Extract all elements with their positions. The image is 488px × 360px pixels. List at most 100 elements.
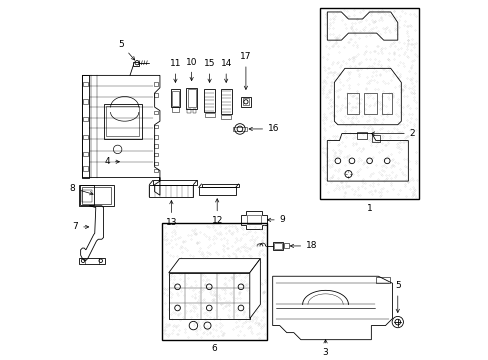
Point xyxy=(372,43,380,49)
Bar xyxy=(83,117,88,121)
Point xyxy=(329,187,337,193)
Point xyxy=(353,67,361,73)
Point xyxy=(325,87,332,93)
Bar xyxy=(153,153,158,157)
Bar xyxy=(247,215,261,224)
Point xyxy=(318,54,326,60)
Point xyxy=(201,265,208,270)
Point xyxy=(217,262,225,267)
Point xyxy=(197,285,205,291)
Point xyxy=(368,26,376,31)
Point xyxy=(374,169,382,175)
Point xyxy=(325,175,333,181)
Point xyxy=(160,328,168,333)
Point xyxy=(347,104,355,110)
Point xyxy=(328,15,336,21)
Point xyxy=(319,134,327,140)
Point xyxy=(227,268,235,274)
Point xyxy=(338,103,346,108)
Point xyxy=(396,89,404,95)
Point xyxy=(246,316,254,321)
Point xyxy=(222,240,230,246)
Point xyxy=(391,14,399,20)
Point xyxy=(352,16,360,22)
Point xyxy=(230,239,238,245)
Point xyxy=(199,298,206,303)
Point xyxy=(380,156,387,162)
Point xyxy=(206,329,214,334)
Point xyxy=(411,158,419,163)
Point xyxy=(332,156,340,161)
Point xyxy=(361,18,369,23)
Point xyxy=(367,8,375,14)
Point xyxy=(192,328,200,334)
Point xyxy=(194,301,202,307)
Point xyxy=(165,252,173,258)
Point xyxy=(372,98,380,103)
Point xyxy=(342,134,349,140)
Point xyxy=(253,289,261,295)
Point xyxy=(176,243,184,249)
Point xyxy=(357,183,365,189)
Point xyxy=(344,72,352,77)
Point xyxy=(321,32,328,38)
Point xyxy=(220,267,227,273)
Point xyxy=(323,56,331,62)
Point xyxy=(171,310,179,316)
Point xyxy=(321,181,329,187)
Point xyxy=(162,331,170,337)
Point xyxy=(353,88,361,94)
Point xyxy=(358,8,366,13)
Point xyxy=(366,49,373,54)
Point xyxy=(368,129,376,134)
Point xyxy=(403,117,410,123)
Point xyxy=(334,77,342,82)
Point xyxy=(174,235,182,240)
Point xyxy=(343,115,351,121)
Point xyxy=(173,253,181,258)
Point xyxy=(193,326,201,332)
Point xyxy=(224,302,232,308)
Point xyxy=(378,140,386,146)
Point xyxy=(407,41,414,47)
Point xyxy=(403,138,410,144)
Point xyxy=(185,263,193,269)
Point xyxy=(241,274,248,280)
Point xyxy=(367,127,375,132)
Point xyxy=(228,327,236,332)
Point xyxy=(206,291,214,297)
Point xyxy=(325,65,332,71)
Point xyxy=(332,182,340,188)
Point xyxy=(389,49,397,55)
Point xyxy=(399,51,407,57)
Bar xyxy=(320,8,418,199)
Point xyxy=(352,42,360,48)
Point xyxy=(376,186,384,192)
Point xyxy=(233,306,241,312)
Point xyxy=(253,314,261,320)
Point xyxy=(252,234,260,240)
Point xyxy=(240,309,247,314)
Point xyxy=(347,186,355,192)
Point xyxy=(370,116,378,122)
Point xyxy=(186,301,194,306)
Point xyxy=(260,321,267,327)
Bar xyxy=(153,169,158,172)
Point xyxy=(196,229,203,235)
Point xyxy=(367,73,375,79)
Point xyxy=(253,302,261,308)
Point xyxy=(381,176,388,182)
Bar xyxy=(364,93,376,114)
Point xyxy=(321,14,329,20)
Point xyxy=(186,284,194,290)
Point xyxy=(245,298,253,303)
Point xyxy=(256,259,264,265)
Point xyxy=(403,94,410,99)
Point xyxy=(160,236,167,242)
Point xyxy=(212,292,220,298)
Point xyxy=(191,230,199,236)
Point xyxy=(325,25,333,31)
Point xyxy=(332,60,340,66)
Point xyxy=(407,90,415,96)
Point xyxy=(348,58,356,64)
